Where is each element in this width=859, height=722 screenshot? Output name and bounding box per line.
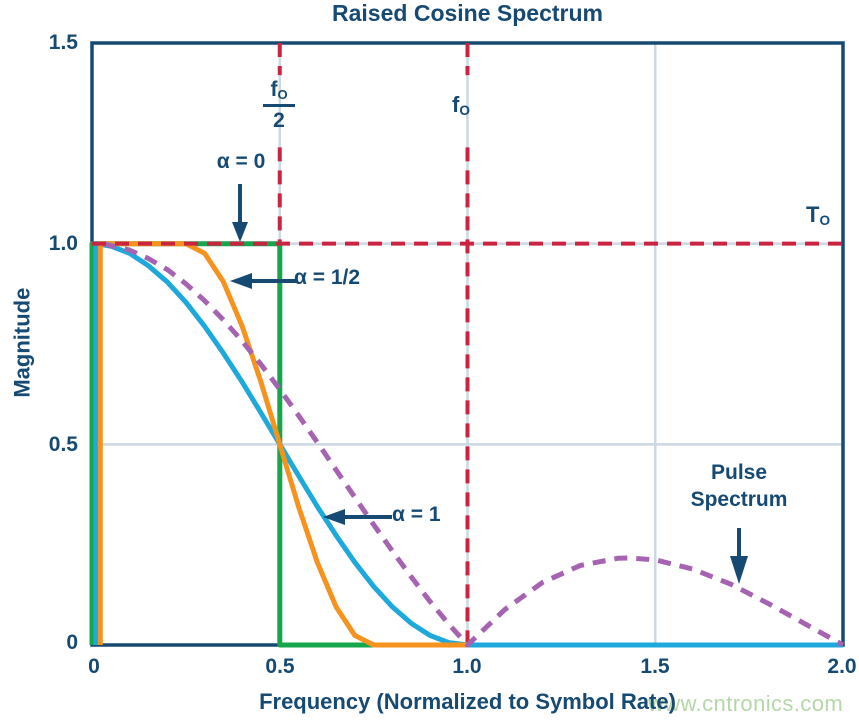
alpha-0-arrow-head [232,222,248,242]
alpha-0-label: α = 0 [216,150,266,173]
alpha-half-label: α = 1/2 [294,266,361,289]
to-label: TO [806,202,831,228]
pulse-spectrum-label: Pulse Spectrum [690,461,788,511]
chart-title: Raised Cosine Spectrum [332,0,603,26]
x-tick-0-5: 0.5 [265,655,295,678]
x-tick-1-5: 1.5 [640,655,670,678]
fraction-denominator: 2 [273,109,285,133]
alpha-1-label: α = 1 [392,503,441,526]
watermark: www.cntronics.com [648,691,844,716]
y-tick-1-5: 1.5 [48,31,78,54]
fo-numerator: fO [270,78,288,102]
fo-label: fO [452,92,470,118]
x-axis-label: Frequency (Normalized to Symbol Rate) [259,689,676,714]
pulse-spectrum-arrow-head [730,556,748,584]
fraction-bar [263,104,295,108]
y-tick-0-5: 0.5 [48,433,78,456]
fo-over-2-label: fO 2 [252,78,306,133]
y-axis-label: Magnitude [9,287,35,398]
alpha-half-arrow-head [230,273,252,289]
y-tick-1-0: 1.0 [48,232,78,255]
x-tick-1-0: 1.0 [452,655,482,678]
alpha-1-arrow-head [323,509,345,525]
y-tick-0: 0 [66,631,78,654]
x-tick-2-0: 2.0 [827,655,857,678]
curve-pulse-spectrum [102,241,845,648]
x-tick-0: 0 [88,655,100,678]
